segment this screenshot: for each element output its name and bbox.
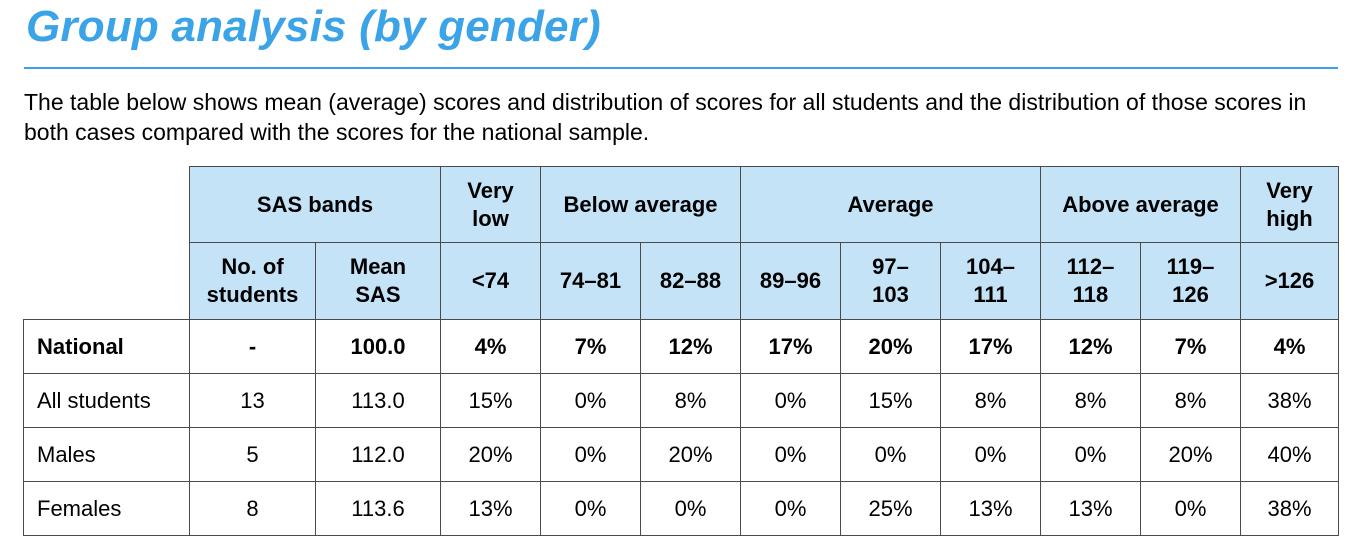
table-cell: 15% [440, 373, 541, 428]
table-cell: 13 [189, 373, 316, 428]
table-cell: 0% [740, 373, 841, 428]
table-cell: 17% [740, 319, 841, 374]
header-above-average: Above average [1040, 166, 1241, 243]
table-cell: 0% [740, 427, 841, 482]
header-average: Average [740, 166, 1041, 243]
table-cell: 0% [640, 481, 741, 536]
subheader-line2: 118 [1072, 282, 1109, 307]
table-cell: 8% [640, 373, 741, 428]
subheader-cell: 119– 126 [1140, 242, 1241, 320]
table-cell: 5 [189, 427, 316, 482]
subheader-line2: 111 [973, 282, 1008, 307]
header-row-bands: SAS bands Very low Below average Average … [23, 166, 1339, 243]
header-very-high: Very high [1240, 166, 1339, 243]
table-cell: 12% [640, 319, 741, 374]
table-cell: 0% [840, 427, 941, 482]
table-cell: - [189, 319, 316, 374]
table-cell: 8% [1040, 373, 1141, 428]
subheader-line1: No. of [221, 254, 284, 279]
header-very-low-line2: low [472, 205, 509, 231]
subheader-line1: 97– [872, 254, 909, 279]
subheader-line1: 119– [1166, 254, 1215, 279]
header-below-average: Below average [540, 166, 741, 243]
table-cell: 13% [940, 481, 1041, 536]
table-cell: 38% [1240, 373, 1339, 428]
table-cell: 20% [840, 319, 941, 374]
table-cell: 112.0 [315, 427, 441, 482]
header-sas-bands: SAS bands [189, 166, 441, 243]
header-very-high-line1: Very [1266, 177, 1313, 203]
row-label: National [23, 319, 190, 374]
subheader-line2: 103 [872, 282, 909, 307]
title-divider [24, 67, 1338, 69]
table-cell: 20% [440, 427, 541, 482]
subheader-cell: 89–96 [740, 242, 841, 320]
table-cell: 20% [640, 427, 741, 482]
table-cell: 13% [440, 481, 541, 536]
intro-paragraph: The table below shows mean (average) sco… [24, 89, 1307, 145]
table-cell: 7% [1140, 319, 1241, 374]
table-cell: 113.6 [315, 481, 441, 536]
table-corner-lower [23, 242, 190, 320]
row-label: Females [23, 481, 190, 536]
table-cell: 0% [1040, 427, 1141, 482]
table-cell: 8 [189, 481, 316, 536]
table-cell: 7% [540, 319, 641, 374]
table-cell: 4% [1240, 319, 1339, 374]
table-corner [23, 166, 190, 243]
row-label: Males [23, 427, 190, 482]
subheader-cell: 82–88 [640, 242, 741, 320]
table-cell: 0% [540, 427, 641, 482]
subheader-cell: Mean SAS [315, 242, 441, 320]
sas-bands-table: SAS bands Very low Below average Average … [23, 166, 1339, 536]
table-row-national: National - 100.0 4% 7% 12% 17% 20% 17% 1… [23, 319, 1339, 374]
table-cell: 38% [1240, 481, 1339, 536]
table-cell: 12% [1040, 319, 1141, 374]
table-cell: 40% [1240, 427, 1339, 482]
subheader-line2: SAS [355, 282, 401, 307]
table-cell: 0% [540, 373, 641, 428]
table-cell: 0% [940, 427, 1041, 482]
subheader-cell: >126 [1240, 242, 1339, 320]
table-cell: 20% [1140, 427, 1241, 482]
table-cell: 100.0 [315, 319, 441, 374]
table-row-all-students: All students 13 113.0 15% 0% 8% 0% 15% 8… [23, 373, 1339, 428]
subheader-line1: 74–81 [559, 268, 622, 293]
table-cell: 15% [840, 373, 941, 428]
subheader-line1: >126 [1264, 268, 1315, 293]
page-title: Group analysis (by gender) [26, 2, 601, 51]
subheader-line1: 89–96 [759, 268, 822, 293]
table-cell: 17% [940, 319, 1041, 374]
table-cell: 0% [1140, 481, 1241, 536]
subheader-line1: 112– [1066, 254, 1115, 279]
table-row-males: Males 5 112.0 20% 0% 20% 0% 0% 0% 0% 20%… [23, 427, 1339, 482]
table-cell: 0% [540, 481, 641, 536]
subheader-line1: 82–88 [659, 268, 722, 293]
table-cell: 8% [1140, 373, 1241, 428]
subheader-line1: 104– [966, 254, 1015, 279]
subheader-line2: 126 [1172, 282, 1209, 307]
subheader-cell: 112– 118 [1040, 242, 1141, 320]
subheader-line2: students [206, 282, 299, 307]
table-row-females: Females 8 113.6 13% 0% 0% 0% 25% 13% 13%… [23, 481, 1339, 536]
subheader-cell: 97– 103 [840, 242, 941, 320]
header-very-high-line2: high [1266, 205, 1313, 231]
subheader-cell: 74–81 [540, 242, 641, 320]
subheader-line1: Mean [349, 254, 407, 279]
table-cell: 4% [440, 319, 541, 374]
subheader-line1: <74 [471, 268, 510, 293]
subheader-cell: No. of students [189, 242, 316, 320]
subheader-cell: <74 [440, 242, 541, 320]
table-cell: 13% [1040, 481, 1141, 536]
table-cell: 8% [940, 373, 1041, 428]
header-very-low-line1: Very [467, 177, 514, 203]
header-row-ranges: No. of students Mean SAS <74 74–81 82–88 8… [23, 242, 1339, 320]
table-cell: 25% [840, 481, 941, 536]
header-very-low: Very low [440, 166, 541, 243]
subheader-cell: 104– 111 [940, 242, 1041, 320]
row-label: All students [23, 373, 190, 428]
table-cell: 113.0 [315, 373, 441, 428]
table-cell: 0% [740, 481, 841, 536]
